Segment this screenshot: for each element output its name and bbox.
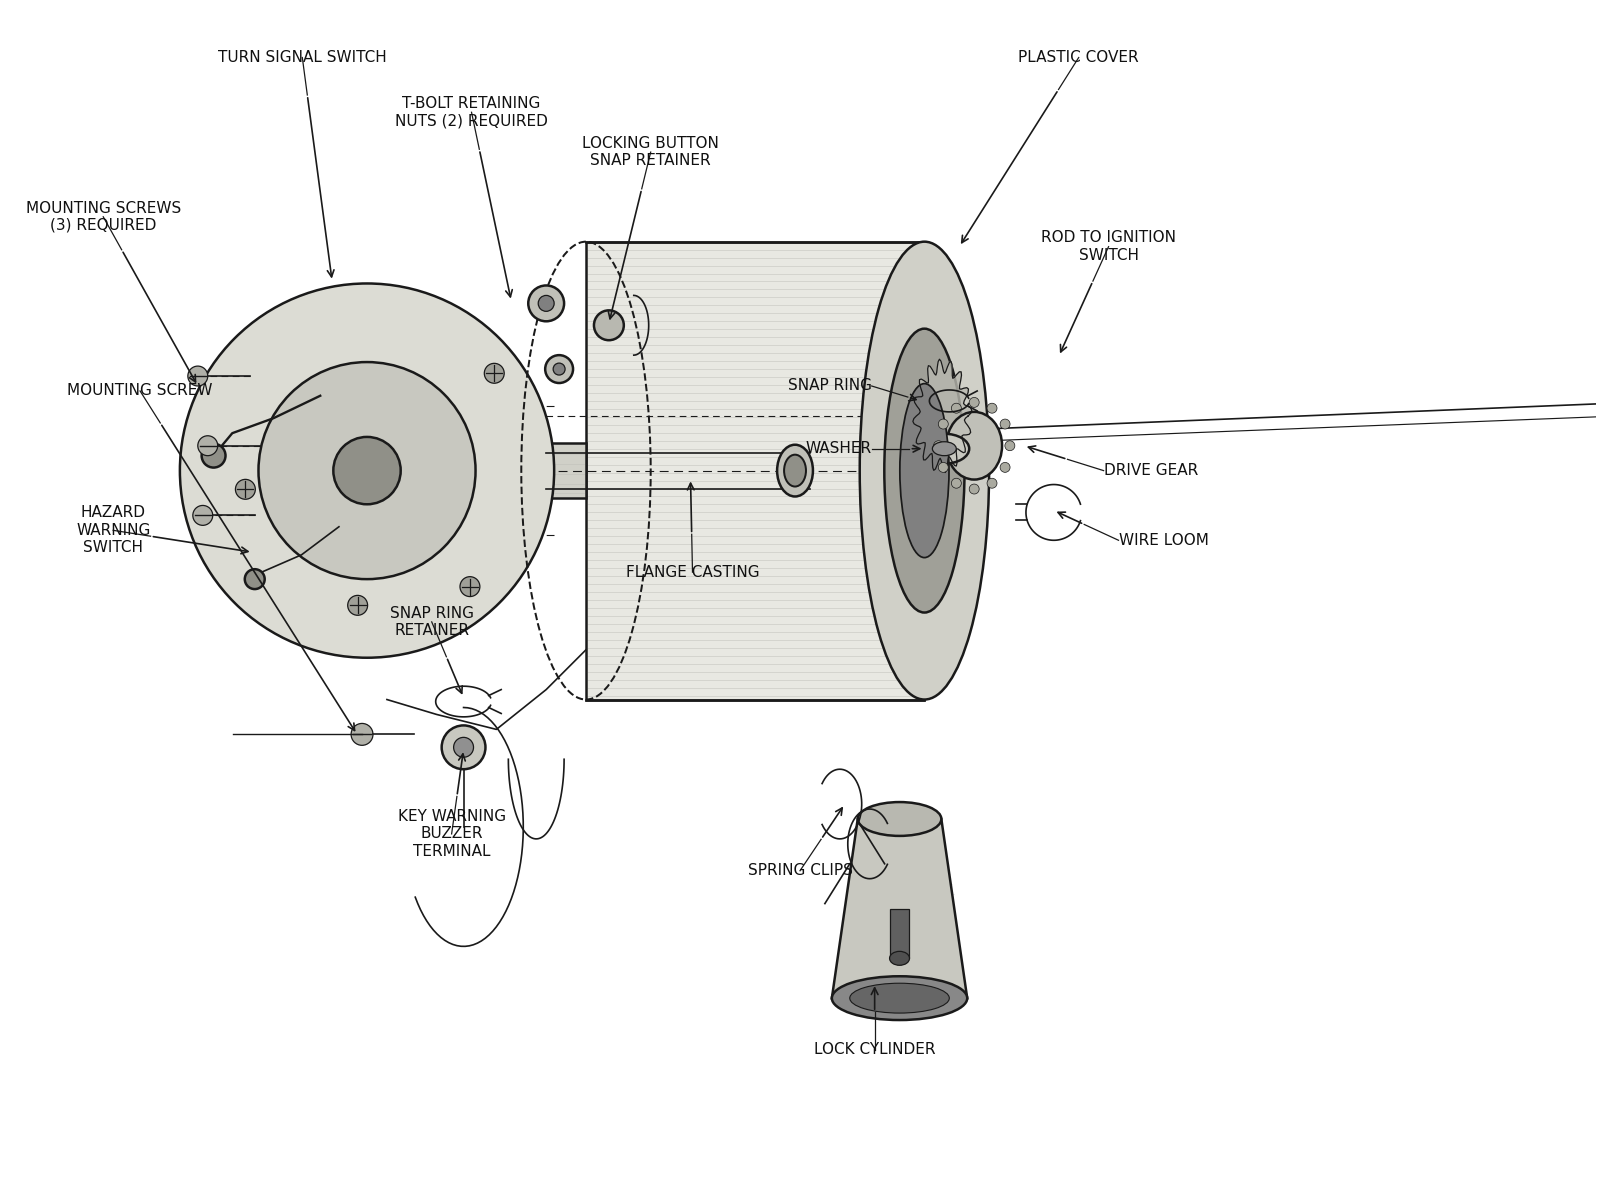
- Text: DRIVE GEAR: DRIVE GEAR: [1104, 463, 1198, 478]
- Text: LOCKING BUTTON
SNAP RETAINER: LOCKING BUTTON SNAP RETAINER: [582, 136, 718, 168]
- Ellipse shape: [784, 455, 806, 486]
- Circle shape: [987, 403, 997, 413]
- Ellipse shape: [890, 952, 909, 965]
- Polygon shape: [531, 443, 586, 498]
- Ellipse shape: [850, 983, 949, 1013]
- Circle shape: [179, 283, 554, 658]
- Circle shape: [347, 595, 368, 616]
- Ellipse shape: [832, 977, 968, 1020]
- Bar: [586, 241, 925, 700]
- Circle shape: [1000, 462, 1010, 473]
- Ellipse shape: [899, 384, 949, 558]
- Text: WASHER: WASHER: [805, 442, 872, 456]
- Circle shape: [1000, 419, 1010, 430]
- Circle shape: [202, 444, 226, 468]
- Text: HAZARD
WARNING
SWITCH: HAZARD WARNING SWITCH: [77, 505, 150, 556]
- Text: SNAP RING
RETAINER: SNAP RING RETAINER: [390, 606, 474, 638]
- Ellipse shape: [859, 241, 989, 700]
- Text: T-BOLT RETAINING
NUTS (2) REQUIRED: T-BOLT RETAINING NUTS (2) REQUIRED: [395, 96, 547, 128]
- Text: LOCK CYLINDER: LOCK CYLINDER: [814, 1043, 936, 1057]
- Text: WIRE LOOM: WIRE LOOM: [1118, 533, 1208, 547]
- Text: MOUNTING SCREW: MOUNTING SCREW: [67, 384, 213, 398]
- Ellipse shape: [920, 433, 970, 463]
- Circle shape: [454, 737, 474, 757]
- Circle shape: [938, 462, 949, 473]
- Circle shape: [1005, 440, 1014, 451]
- Text: PLASTIC COVER: PLASTIC COVER: [1018, 50, 1139, 65]
- Circle shape: [459, 577, 480, 596]
- Bar: [890, 908, 909, 959]
- Circle shape: [259, 362, 475, 580]
- Text: TURN SIGNAL SWITCH: TURN SIGNAL SWITCH: [218, 50, 387, 65]
- Circle shape: [538, 295, 554, 311]
- Circle shape: [987, 479, 997, 488]
- Ellipse shape: [778, 445, 813, 497]
- Text: FLANGE CASTING: FLANGE CASTING: [626, 565, 760, 580]
- Polygon shape: [832, 818, 968, 998]
- Text: SPRING CLIPS: SPRING CLIPS: [747, 863, 853, 878]
- Circle shape: [546, 355, 573, 383]
- Circle shape: [442, 726, 485, 769]
- Text: MOUNTING SCREWS
(3) REQUIRED: MOUNTING SCREWS (3) REQUIRED: [26, 200, 181, 233]
- Circle shape: [970, 484, 979, 494]
- Circle shape: [333, 437, 400, 504]
- Circle shape: [594, 311, 624, 341]
- Circle shape: [952, 403, 962, 413]
- Circle shape: [933, 440, 944, 451]
- Circle shape: [194, 505, 213, 526]
- Circle shape: [554, 364, 565, 376]
- Circle shape: [970, 397, 979, 407]
- Circle shape: [952, 479, 962, 488]
- Circle shape: [350, 724, 373, 745]
- Circle shape: [528, 286, 565, 322]
- Circle shape: [245, 569, 264, 589]
- Circle shape: [235, 479, 256, 499]
- Text: SNAP RING: SNAP RING: [787, 378, 872, 394]
- Polygon shape: [914, 359, 971, 473]
- Ellipse shape: [946, 412, 1002, 480]
- Ellipse shape: [885, 329, 965, 612]
- Ellipse shape: [933, 442, 957, 456]
- Text: ROD TO IGNITION
SWITCH: ROD TO IGNITION SWITCH: [1042, 230, 1176, 263]
- Circle shape: [938, 419, 949, 430]
- Circle shape: [485, 364, 504, 383]
- Circle shape: [198, 436, 218, 456]
- Text: KEY WARNING
BUZZER
TERMINAL: KEY WARNING BUZZER TERMINAL: [397, 809, 506, 859]
- Circle shape: [187, 366, 208, 386]
- Ellipse shape: [858, 802, 941, 836]
